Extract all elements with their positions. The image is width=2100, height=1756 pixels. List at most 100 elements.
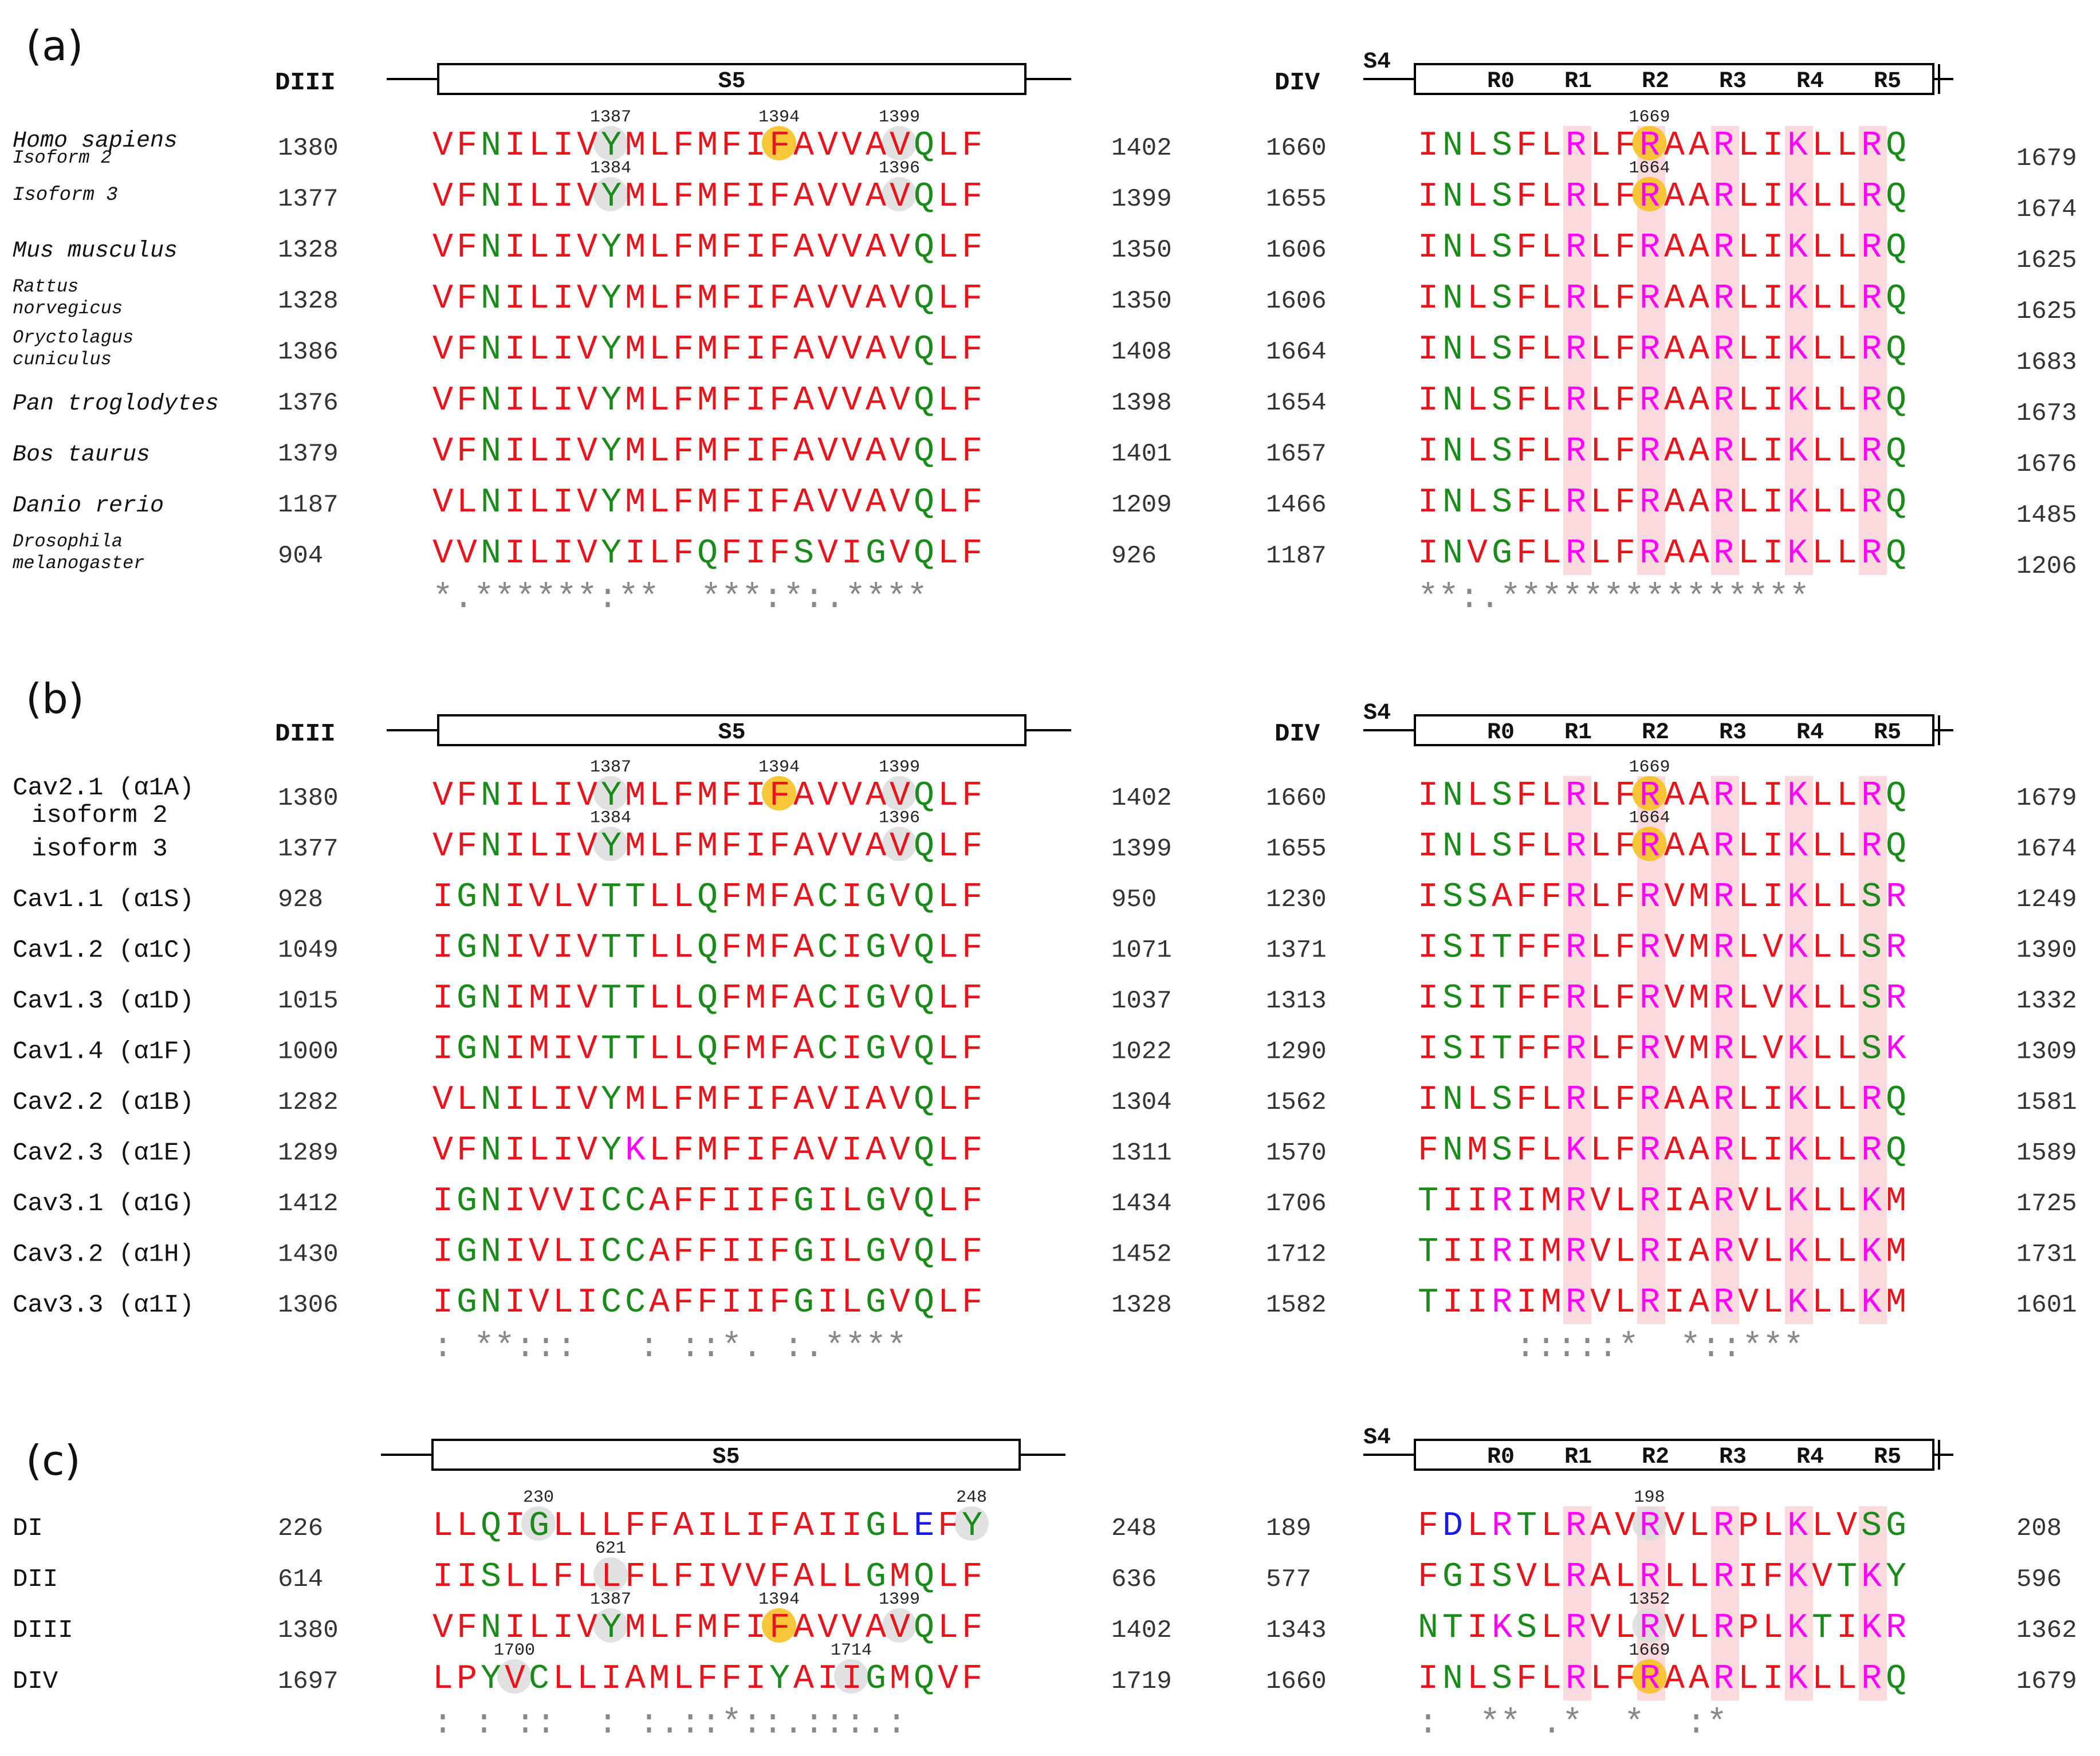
right-end-number: 1679 [2016, 1667, 2077, 1696]
residue: F [1418, 1132, 1438, 1171]
residue: R [1566, 229, 1586, 267]
residue: Q [914, 127, 934, 166]
residue: R [1713, 1609, 1734, 1648]
right-start-number: 1657 [1266, 440, 1327, 468]
residue: T [625, 979, 646, 1018]
basic-residue-band [1859, 776, 1887, 1324]
residue: N [481, 979, 501, 1018]
left-end-number: 248 [1111, 1514, 1157, 1543]
residue: M [625, 1609, 646, 1648]
residue: R [1713, 381, 1734, 420]
residue: A [1689, 483, 1709, 522]
residue: F [1615, 483, 1635, 522]
residue: I [745, 534, 766, 573]
residue: S [1442, 979, 1463, 1018]
residue: I [1418, 1030, 1438, 1069]
residue: L [938, 1558, 958, 1597]
left-end-number: 1399 [1111, 185, 1172, 214]
residue: I [1763, 777, 1783, 816]
residue: L [649, 1081, 670, 1120]
residue: I [505, 483, 525, 522]
residue: V [577, 178, 597, 216]
residue: N [481, 229, 501, 267]
residue: L [841, 1233, 862, 1272]
residue: A [1689, 178, 1709, 216]
residue: I [505, 1609, 525, 1648]
basic-residue-band [1785, 126, 1813, 575]
residue: L [1467, 432, 1488, 471]
residue: T [625, 1030, 646, 1069]
residue: Y [601, 777, 622, 816]
residue: A [1689, 828, 1709, 867]
residue: L [1812, 1081, 1832, 1120]
residue: V [432, 483, 453, 522]
residue: L [1812, 432, 1832, 471]
residue: Q [914, 534, 934, 573]
residue: A [793, 1030, 814, 1069]
residue: M [1541, 1233, 1562, 1272]
residue: I [817, 1182, 838, 1221]
residue: R [1861, 229, 1882, 267]
residue-position-label: 198 [1634, 1488, 1665, 1507]
residue: T [1418, 1233, 1438, 1272]
s4-label: S4 [1363, 700, 1391, 726]
left-start-number: 1000 [278, 1038, 339, 1066]
sequence-name: Pan troglodytes [13, 391, 219, 417]
left-end-number: 1304 [1111, 1088, 1172, 1117]
residue: R [1566, 1030, 1586, 1069]
residue: R [1566, 330, 1586, 369]
residue: M [697, 127, 718, 166]
panel-label: (b) [26, 675, 84, 723]
sequence-name: DIV [13, 1667, 58, 1696]
residue: K [1787, 127, 1808, 166]
residue: Q [914, 1660, 934, 1699]
s4-segment-box [1414, 714, 1934, 746]
residue: F [769, 229, 790, 267]
residue: L [1738, 127, 1759, 166]
residue: G [866, 979, 886, 1018]
residue: V [1664, 979, 1685, 1018]
residue: Y [601, 127, 622, 166]
residue: R [1492, 1233, 1512, 1272]
residue: L [1812, 1182, 1832, 1221]
residue: Q [1886, 534, 1906, 573]
residue: I [553, 929, 573, 968]
residue: M [1886, 1233, 1906, 1272]
residue: L [1541, 127, 1562, 166]
residue: F [769, 1030, 790, 1069]
residue: F [625, 1558, 646, 1597]
residue: F [721, 279, 742, 318]
residue: Y [769, 1660, 790, 1699]
residue: L [529, 483, 549, 522]
residue: A [793, 828, 814, 867]
residue: L [1615, 1283, 1635, 1322]
residue: M [697, 828, 718, 867]
residue: S [1492, 432, 1512, 471]
residue: R [1639, 1558, 1660, 1597]
residue: V [890, 279, 910, 318]
domain-label-right: DIV [1275, 720, 1320, 749]
residue: L [1541, 1609, 1562, 1648]
residue: F [1516, 1081, 1537, 1120]
residue: R [1639, 1283, 1660, 1322]
residue: Q [1886, 483, 1906, 522]
residue: V [890, 828, 910, 867]
residue: I [745, 178, 766, 216]
residue: V [890, 1609, 910, 1648]
residue-position-label: 1384 [590, 809, 631, 828]
residue: S [1442, 1030, 1463, 1069]
residue: V [1664, 878, 1685, 917]
r-label-r0: R0 [1487, 69, 1515, 95]
residue: L [1812, 1233, 1832, 1272]
residue: F [1516, 828, 1537, 867]
residue: L [938, 1609, 958, 1648]
residue: R [1492, 1182, 1512, 1221]
sequence-name: DII [13, 1565, 58, 1594]
residue: I [577, 1283, 597, 1322]
right-start-number: 1660 [1266, 134, 1327, 163]
residue: R [1639, 381, 1660, 420]
residue: I [1738, 1558, 1759, 1597]
residue: N [481, 483, 501, 522]
residue: R [1713, 432, 1734, 471]
